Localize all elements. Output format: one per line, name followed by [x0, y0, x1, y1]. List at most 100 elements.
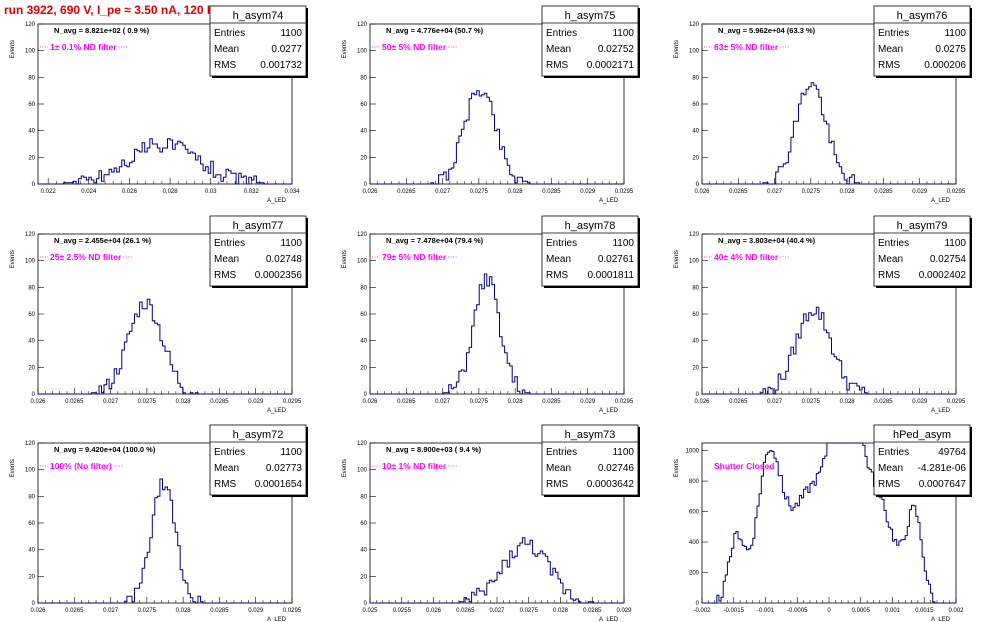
y-tick-label: 600: [689, 510, 700, 516]
n-avg-label: N_avg = 9.420e+04 (100.0 %): [54, 445, 156, 454]
x-tick-label: 0.024: [81, 189, 97, 195]
x-tick-label: 0: [827, 608, 831, 614]
stats-box-frame: [873, 424, 971, 496]
x-tick-label: 0.0285: [583, 608, 602, 614]
y-tick-label: 120: [357, 441, 368, 447]
y-tick-label: 100: [357, 259, 368, 265]
x-tick-label: 0.0275: [802, 189, 821, 195]
stats-box: h_asym74 Entries 1100 Mean 0.0277 RMS 0.001732: [209, 5, 308, 78]
y-axis-label: Events: [342, 459, 348, 477]
stat-value-mean: 0.0275: [935, 44, 966, 55]
filter-label: 40± 4% ND filter: [714, 252, 779, 262]
stats-box-frame: [209, 424, 307, 496]
stat-value-entries: 1100: [280, 238, 302, 249]
x-tick-label: 0.002: [948, 608, 964, 614]
stat-label-rms: RMS: [214, 479, 237, 490]
stat-label-entries: Entries: [546, 238, 577, 249]
histogram-line-h_asym79: [702, 306, 956, 395]
x-tick-label: 0.027: [767, 189, 783, 195]
n-avg-label: N_avg = 8.821e+02 ( 0.9 %): [54, 26, 150, 35]
x-tick-label: 0.0285: [210, 399, 229, 405]
filter-label: 25± 2.5% ND filter: [50, 252, 122, 262]
y-tick-label: 80: [28, 494, 35, 500]
histogram-name: h_asym76: [897, 10, 948, 22]
y-tick-label: 40: [692, 339, 699, 345]
histogram-panel-h_asym79: 0 20 40 60 80 100 120 Events 0.026 0.0265 0.027 0.0…: [674, 215, 972, 414]
stats-box: h_asym76 Entries 1100 Mean 0.0275 RMS 0.000206: [873, 5, 972, 78]
stat-label-mean: Mean: [214, 44, 239, 55]
x-tick-label: 0.0285: [210, 608, 229, 614]
stat-value-rms: 0.0002171: [587, 60, 635, 71]
x-tick-label: 0.029: [616, 608, 632, 614]
x-tick-label: 0.03: [205, 189, 217, 195]
x-tick-label: 0.027: [103, 399, 119, 405]
stats-box: h_asym75 Entries 1100 Mean 0.02752 RMS 0.00021…: [541, 5, 640, 78]
x-tick-label: 0.029: [580, 399, 596, 405]
histogram-panel-h_asym76: 0 20 40 60 80 100 120 Events 0.026 0.0265 0.027 0.0…: [674, 5, 972, 204]
x-tick-label: 0.029: [248, 608, 264, 614]
y-tick-label: 120: [25, 232, 36, 238]
x-tick-label: 0.0285: [542, 189, 561, 195]
x-tick-label: 0.0265: [729, 399, 748, 405]
histogram-grid: 0 20 40 60 80 100 120 Events 0.022 0.024 0.026 0.02…: [10, 5, 972, 622]
y-tick-label: 100: [357, 468, 368, 474]
stat-value-mean: 0.02748: [266, 254, 303, 265]
x-tick-label: -0.0005: [787, 608, 808, 614]
histogram-panel-h_asym77: 0 20 40 60 80 100 120 Events 0.026 0.0265 0.027 0.0…: [10, 215, 308, 414]
stat-value-entries: 1100: [280, 28, 302, 39]
y-axis-label: Events: [674, 40, 680, 58]
x-tick-label: 0.0265: [397, 189, 416, 195]
x-tick-label: 0.0275: [138, 399, 157, 405]
y-tick-label: 200: [689, 571, 700, 577]
y-tick-label: 40: [360, 339, 367, 345]
x-tick-label: 0.0295: [615, 189, 634, 195]
stat-label-entries: Entries: [214, 28, 245, 39]
x-axis-label: A_LED: [267, 198, 287, 204]
x-tick-label: 0.0265: [729, 189, 748, 195]
stat-value-entries: 1100: [944, 238, 966, 249]
y-tick-label: 100: [25, 49, 36, 55]
stat-value-mean: 0.02752: [598, 44, 635, 55]
x-tick-label: 0.026: [122, 189, 138, 195]
x-tick-label: 0.028: [176, 399, 192, 405]
y-tick-label: 1000: [686, 449, 700, 455]
histogram-name: h_asym72: [233, 429, 284, 441]
histogram-line-hPed_asym: [702, 442, 956, 604]
x-tick-label: 0.029: [912, 399, 928, 405]
histogram-line-h_asym75: [370, 90, 624, 185]
y-tick-label: 20: [360, 574, 367, 580]
stat-label-rms: RMS: [546, 270, 569, 281]
stat-value-mean: -4.281e-06: [918, 463, 967, 474]
histogram-line-h_asym77: [38, 298, 292, 395]
stat-label-entries: Entries: [878, 238, 909, 249]
stat-label-rms: RMS: [546, 479, 569, 490]
y-tick-label: 120: [689, 22, 700, 28]
x-tick-label: 0.0275: [802, 399, 821, 405]
y-tick-label: 40: [28, 129, 35, 135]
filter-label: 1± 0.1% ND filter: [50, 42, 117, 52]
histogram-panel-h_asym78: 0 20 40 60 80 100 120 Events 0.026 0.0265 0.027 0.0…: [342, 215, 640, 414]
stat-label-mean: Mean: [878, 44, 903, 55]
x-tick-label: 0.026: [694, 189, 710, 195]
y-tick-label: 0: [696, 601, 700, 607]
stat-value-entries: 1100: [612, 238, 634, 249]
stat-value-rms: 0.0007647: [919, 479, 967, 490]
stat-label-entries: Entries: [214, 238, 245, 249]
n-avg-label: N_avg = 3.803e+04 (40.4 %): [718, 236, 816, 245]
stat-value-mean: 0.0277: [271, 44, 302, 55]
y-tick-label: 20: [28, 574, 35, 580]
histogram-name: h_asym74: [233, 10, 284, 22]
y-tick-label: 80: [360, 494, 367, 500]
x-tick-label: 0.029: [248, 399, 264, 405]
y-axis-label: Events: [10, 250, 16, 268]
stat-label-rms: RMS: [878, 479, 901, 490]
stats-box-frame: [541, 5, 639, 77]
x-tick-label: 0.026: [362, 399, 378, 405]
filter-label: 63± 5% ND filter: [714, 42, 779, 52]
stat-label-entries: Entries: [878, 28, 909, 39]
x-axis-label: A_LED: [267, 408, 287, 414]
x-tick-label: 0.027: [435, 399, 451, 405]
stat-label-mean: Mean: [546, 463, 571, 474]
x-tick-label: 0.0285: [874, 399, 893, 405]
